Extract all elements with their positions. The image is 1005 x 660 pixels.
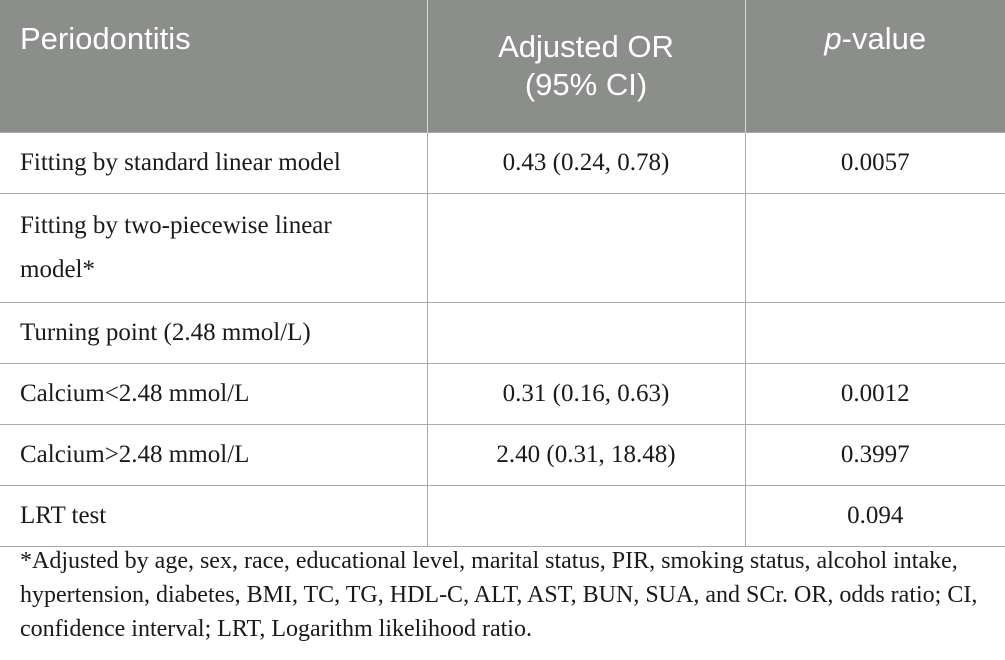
- table-header: Periodontitis Adjusted OR (95% CI) p-val…: [0, 0, 1005, 133]
- row-or-value: 0.43 (0.24, 0.78): [426, 132, 746, 194]
- header-row: Periodontitis Adjusted OR (95% CI) p-val…: [0, 0, 1005, 133]
- row-label: LRT test: [0, 485, 428, 547]
- row-p-value: 0.094: [744, 485, 1005, 547]
- row-p-value: [744, 193, 1005, 303]
- header-p-value: p-value: [745, 0, 1005, 133]
- header-p-rest: -value: [841, 21, 927, 56]
- row-label: Calcium>2.48 mmol/L: [0, 424, 428, 486]
- row-or-value: 0.31 (0.16, 0.63): [426, 363, 746, 425]
- table-row: Fitting by standard linear model 0.43 (0…: [0, 132, 1005, 194]
- row-label: Calcium<2.48 mmol/L: [0, 363, 428, 425]
- table-footnote: *Adjusted by age, sex, race, educational…: [20, 548, 978, 642]
- table-row: Calcium<2.48 mmol/L 0.31 (0.16, 0.63) 0.…: [0, 363, 1005, 425]
- row-p-value: 0.0057: [744, 132, 1005, 194]
- header-adjusted-or-line1: Adjusted OR: [498, 29, 674, 64]
- results-table: Periodontitis Adjusted OR (95% CI) p-val…: [0, 0, 1005, 547]
- table-row: Turning point (2.48 mmol/L): [0, 302, 1005, 364]
- row-label: Fitting by standard linear model: [0, 132, 428, 194]
- row-p-value: 0.0012: [744, 363, 1005, 425]
- row-or-value: [426, 302, 746, 364]
- row-label: Turning point (2.48 mmol/L): [0, 302, 428, 364]
- header-adjusted-or: Adjusted OR (95% CI): [427, 0, 746, 133]
- table-body: Fitting by standard linear model 0.43 (0…: [0, 132, 1005, 547]
- header-p-italic: p: [824, 21, 842, 56]
- row-or-value: 2.40 (0.31, 18.48): [426, 424, 746, 486]
- table-row: Fitting by two-piecewise linear model*: [0, 193, 1005, 303]
- header-adjusted-or-line2: (95% CI): [524, 67, 648, 102]
- table-row: Calcium>2.48 mmol/L 2.40 (0.31, 18.48) 0…: [0, 424, 1005, 486]
- row-p-value: 0.3997: [744, 424, 1005, 486]
- table-row: LRT test 0.094: [0, 485, 1005, 547]
- header-periodontitis: Periodontitis: [0, 0, 428, 133]
- row-p-value: [744, 302, 1005, 364]
- row-or-value: [426, 485, 746, 547]
- row-label: Fitting by two-piecewise linear model*: [0, 193, 428, 303]
- row-or-value: [426, 193, 746, 303]
